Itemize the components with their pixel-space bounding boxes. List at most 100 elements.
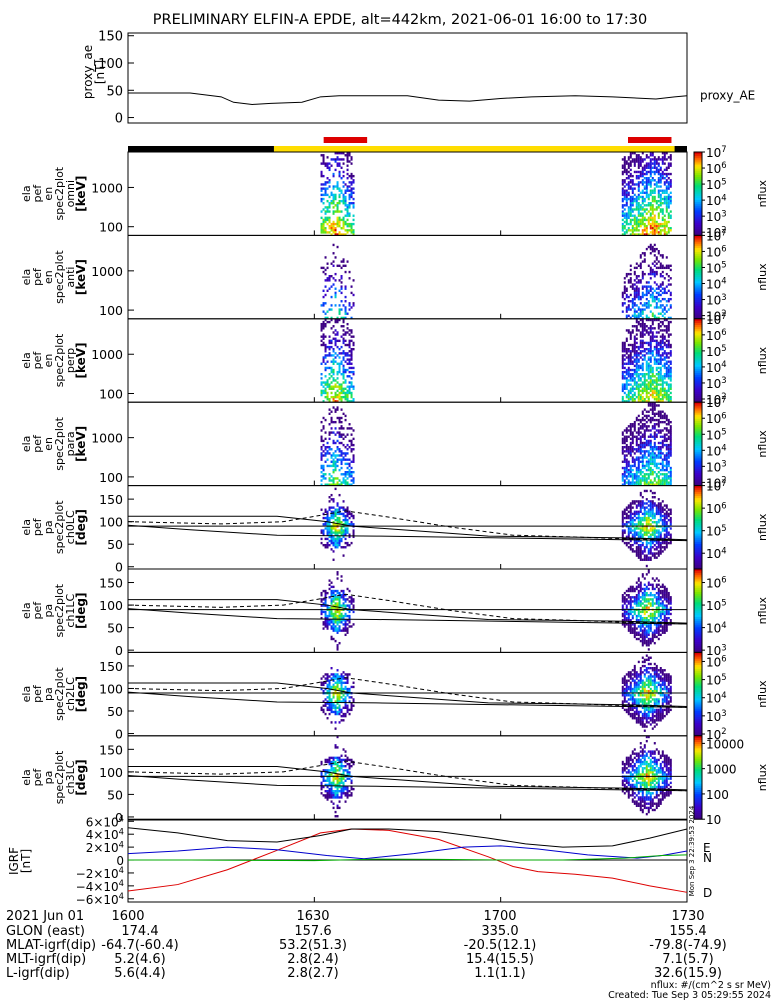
spectrogram-pixel: [350, 443, 353, 447]
spectrogram-pixel: [669, 304, 672, 307]
spectrogram-pixel: [330, 627, 333, 630]
spectrogram-pixel: [338, 362, 341, 365]
spectrogram-pixel: [641, 462, 644, 466]
spectrogram-pixel: [657, 471, 660, 474]
spectrogram-pixel: [661, 479, 664, 482]
spectrogram-pixel: [342, 199, 345, 203]
spectrogram-pixel: [623, 185, 626, 188]
spectrogram-pixel: [352, 231, 355, 234]
spectrogram-pixel: [649, 304, 652, 307]
spectrogram-pixel: [639, 523, 642, 526]
spectrogram-pixel: [635, 531, 638, 534]
spectrogram-pixel: [631, 450, 634, 453]
spectrogram-pixel: [334, 256, 337, 259]
spectrogram-pixel: [635, 416, 638, 420]
spectrogram-pixel: [348, 462, 351, 466]
spectrogram-pixel: [639, 212, 642, 215]
spectrogram-pixel: [348, 439, 351, 443]
spectrogram-pixel: [621, 206, 624, 209]
spectrogram-pixel: [322, 229, 325, 232]
spectrogram-pixel: [627, 368, 630, 372]
spectrogram-pixel: [639, 481, 642, 484]
spectrogram-pixel: [631, 368, 634, 372]
spectrogram-pixel: [344, 154, 347, 157]
spectrogram-pixel: [641, 212, 644, 215]
spectrogram-pixel: [647, 594, 650, 597]
spectrogram-pixel: [621, 210, 624, 213]
spectrogram-pixel: [645, 231, 648, 234]
spectrogram-pixel: [641, 304, 644, 307]
spectrogram-pixel: [649, 616, 652, 620]
spectrogram-pixel: [625, 606, 628, 609]
spectrogram-pixel: [657, 521, 660, 524]
spectrogram-pixel: [338, 391, 341, 395]
spectrogram-pixel: [669, 229, 672, 232]
spectrogram-pixel: [332, 431, 335, 434]
spectrogram-pixel: [651, 154, 654, 157]
spectrogram-pixel: [627, 343, 630, 347]
spectrogram-pixel: [633, 335, 636, 338]
spectrogram-pixel: [659, 623, 662, 626]
spectrogram-pixel: [334, 152, 337, 155]
spectrogram-pixel: [629, 425, 632, 428]
spectrogram-pixel: [667, 339, 670, 343]
spectrogram-pixel: [641, 543, 644, 547]
spectrogram-pixel: [651, 587, 654, 591]
spectrogram-pixel: [336, 224, 339, 228]
spectrogram-pixel: [637, 660, 640, 664]
spectrogram-pixel: [332, 337, 335, 340]
spectrogram-pixel: [655, 616, 658, 620]
ytick-label: 100: [99, 220, 123, 235]
spectrogram-pixel: [651, 481, 654, 484]
spectrogram-pixel: [645, 694, 648, 697]
spectrogram-pixel: [641, 335, 644, 338]
spectrogram-pixel: [334, 685, 337, 689]
spectrogram-pixel: [342, 170, 345, 174]
spectrogram-pixel: [643, 506, 646, 509]
spectrogram-pixel: [645, 708, 648, 712]
spectrogram-pixel: [340, 218, 343, 222]
spectrogram-pixel: [635, 687, 638, 691]
spectrogram-pixel: [659, 343, 662, 347]
spectrogram-pixel: [649, 612, 652, 616]
spectrogram-pixel: [352, 429, 355, 432]
spectrogram-pixel: [621, 606, 624, 609]
spectrogram-pixel: [330, 637, 333, 641]
spectrogram-pixel: [661, 506, 664, 509]
spectrogram-pixel: [326, 677, 329, 680]
spectrogram-pixel: [344, 368, 347, 372]
spectrogram-pixel: [633, 477, 636, 480]
spectrogram-pixel: [336, 648, 339, 651]
spectrogram-pixel: [332, 224, 335, 228]
spectrogram-pixel: [633, 427, 636, 430]
spectrogram-pixel: [348, 621, 351, 624]
spectrogram-pixel: [352, 222, 355, 226]
spectrogram-pixel: [643, 383, 646, 386]
spectrogram-pixel: [328, 523, 331, 526]
spectrogram-pixel: [338, 395, 341, 399]
spectrogram-pixel: [643, 510, 646, 514]
spectrogram-pixel: [655, 606, 658, 609]
spectrogram-pixel: [633, 229, 636, 232]
spectrogram-pixel: [344, 483, 347, 486]
spectrogram-pixel: [332, 481, 335, 484]
spectrogram-pixel: [338, 479, 341, 482]
spectrogram-pixel: [328, 166, 331, 169]
panel-frame: [127, 568, 688, 653]
spectrogram-pixel: [669, 452, 672, 455]
spectrogram-pixel: [665, 539, 668, 543]
spectrogram-pixel: [645, 531, 648, 534]
spectrogram-pixel: [669, 164, 672, 167]
panel-ylabel-line: ela: [20, 185, 33, 202]
spectrogram-pixel: [661, 197, 664, 201]
spectrogram-pixel: [663, 437, 666, 441]
spectrogram-pixel: [663, 168, 666, 172]
spectrogram-pixel: [352, 335, 355, 338]
spectrogram-pixel: [633, 308, 636, 311]
spectrogram-pixel: [344, 594, 347, 597]
spectrogram-pixel: [324, 227, 327, 230]
spectrogram-pixel: [669, 479, 672, 482]
spectrogram-pixel: [324, 516, 327, 520]
spectrogram-pixel: [635, 287, 638, 290]
spectrogram-pixel: [657, 539, 660, 543]
